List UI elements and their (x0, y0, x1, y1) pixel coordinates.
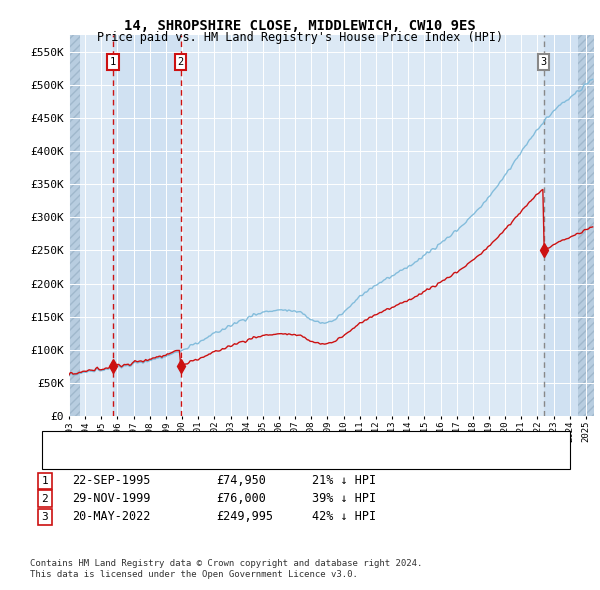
Bar (544, 35, 578, 416)
Text: 1: 1 (41, 476, 49, 486)
Text: 1: 1 (110, 57, 116, 67)
Text: 22-SEP-1995: 22-SEP-1995 (72, 474, 151, 487)
Text: 2: 2 (41, 494, 49, 503)
Text: £74,950: £74,950 (216, 474, 266, 487)
Text: 3: 3 (541, 57, 547, 67)
Text: 14, SHROPSHIRE CLOSE, MIDDLEWICH, CW10 9ES: 14, SHROPSHIRE CLOSE, MIDDLEWICH, CW10 9… (124, 19, 476, 33)
Bar (578, 35, 594, 416)
Bar (113, 35, 181, 416)
Text: 2: 2 (178, 57, 184, 67)
Bar (69, 35, 80, 416)
Text: HPI: Average price, detached house, Cheshire East: HPI: Average price, detached house, Ches… (96, 453, 402, 463)
Text: 39% ↓ HPI: 39% ↓ HPI (312, 492, 376, 505)
Text: 20-MAY-2022: 20-MAY-2022 (72, 510, 151, 523)
Text: 29-NOV-1999: 29-NOV-1999 (72, 492, 151, 505)
Text: £76,000: £76,000 (216, 492, 266, 505)
Text: £249,995: £249,995 (216, 510, 273, 523)
Text: 14, SHROPSHIRE CLOSE, MIDDLEWICH, CW10 9ES (detached house): 14, SHROPSHIRE CLOSE, MIDDLEWICH, CW10 9… (96, 437, 465, 447)
Text: 42% ↓ HPI: 42% ↓ HPI (312, 510, 376, 523)
Text: Contains HM Land Registry data © Crown copyright and database right 2024.
This d: Contains HM Land Registry data © Crown c… (30, 559, 422, 579)
Text: Price paid vs. HM Land Registry's House Price Index (HPI): Price paid vs. HM Land Registry's House … (97, 31, 503, 44)
Text: 21% ↓ HPI: 21% ↓ HPI (312, 474, 376, 487)
Text: 3: 3 (41, 512, 49, 522)
